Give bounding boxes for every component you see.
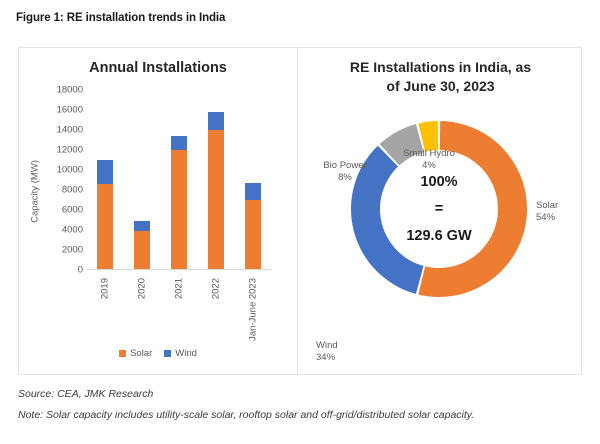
bar-chart-x-label: 2021: [173, 278, 185, 300]
donut-callout-wind: Wind 34%: [316, 340, 338, 364]
figure-caption: Figure 1: RE installation trends in Indi…: [16, 12, 226, 24]
bar-chart-y-tick: 6000: [61, 204, 83, 216]
donut-callout-bio-power: Bio Power 8%: [314, 160, 376, 184]
bar-chart-y-tick: 4000: [61, 224, 83, 236]
donut-callout-solar: Solar 54%: [536, 200, 558, 224]
bar-chart-y-tick: 14000: [56, 124, 83, 136]
bar-segment-wind: [171, 136, 187, 150]
bar-segment-wind: [207, 112, 224, 130]
donut-callout-small-hydro-name: Small Hydro: [403, 148, 455, 159]
footnote: Note: Solar capacity includes utility-sc…: [18, 409, 475, 421]
donut-callout-wind-name: Wind: [316, 340, 338, 351]
re-installations-donut-chart: RE Installations in India, as of June 30…: [298, 48, 583, 376]
bar-chart-x-label: 2022: [210, 278, 222, 300]
bar-segment-solar: [207, 130, 224, 269]
bar-chart-legend-item-wind[interactable]: Wind: [164, 348, 197, 359]
bar-chart-legend-label: Solar: [130, 348, 153, 359]
bar-segment-wind: [244, 182, 261, 200]
donut-slice-wind[interactable]: [351, 145, 424, 294]
bar-chart-y-tick: 0: [77, 264, 83, 276]
donut-slice-solar[interactable]: [418, 121, 527, 297]
donut-callout-bio-power-name: Bio Power: [323, 160, 367, 171]
bar-chart-title: Annual Installations: [89, 60, 227, 76]
donut-chart-svg: [351, 121, 527, 297]
bar-chart-legend: Solar Wind: [19, 348, 297, 359]
bar-chart-x-label: 2020: [136, 278, 148, 300]
bar-segment-wind: [97, 160, 114, 184]
bar-chart-x-label: 2019: [99, 278, 111, 300]
annual-installations-bar-chart: Annual Installations Capacity (MW) 18000…: [19, 48, 297, 376]
bar-chart-y-tick: 18000: [56, 84, 83, 96]
solar-swatch-icon: [119, 350, 127, 357]
bar-chart-legend-item-solar[interactable]: Solar: [119, 348, 152, 359]
bar-chart-y-tick: 8000: [61, 184, 83, 196]
bar-segment-solar: [134, 231, 151, 269]
donut-chart-title-line-2: of June 30, 2023: [386, 77, 495, 94]
bar-chart-plot-area: 18000 16000 14000 12000 10000 8000 6000 4000 200…: [57, 85, 271, 341]
bar-chart-bar-2021[interactable]: [171, 136, 187, 269]
bar-segment-wind: [134, 220, 151, 231]
bar-chart-bar-jan-june-2023[interactable]: [244, 182, 261, 269]
bar-segment-solar: [244, 200, 261, 269]
bar-chart-bar-2022[interactable]: [207, 112, 224, 269]
bar-segment-solar: [171, 150, 187, 269]
bar-chart-x-label: Jan-June 2023: [247, 278, 259, 341]
bar-chart-y-tick: 2000: [61, 244, 83, 256]
panel-divider: [297, 48, 298, 376]
bar-chart-y-tick: 12000: [56, 144, 83, 156]
donut-callout-bio-power-percent: 8%: [338, 171, 352, 183]
bar-chart-axis-line: [87, 269, 271, 270]
figure-frame: Annual Installations Capacity (MW) 18000…: [18, 47, 583, 376]
donut-callout-wind-percent: 34%: [316, 351, 336, 363]
donut-chart-graphic: 100% = 129.6 GW: [346, 116, 532, 302]
donut-callout-small-hydro: Small Hydro 4%: [390, 148, 468, 172]
bar-chart-y-tick: 16000: [56, 104, 83, 116]
donut-slice-small-hydro[interactable]: [418, 121, 439, 152]
wind-swatch-icon: [164, 350, 172, 357]
figure-footer: Source: CEA, JMK Research Note: Solar ca…: [18, 388, 588, 430]
donut-slice-bio-power[interactable]: [379, 124, 424, 166]
donut-chart-title-line-1: RE Installations in India, as: [349, 59, 532, 75]
donut-callout-small-hydro-percent: 4%: [422, 159, 436, 171]
donut-callout-solar-percent: 54%: [536, 211, 556, 223]
donut-callout-solar-name: Solar: [536, 200, 559, 211]
bar-chart-legend-label: Wind: [175, 348, 197, 359]
donut-chart-title: RE Installations in India, as of June 30…: [310, 58, 571, 96]
bar-chart-bar-2019[interactable]: [97, 160, 114, 269]
bar-segment-solar: [97, 184, 114, 269]
bar-chart-y-tick: 10000: [56, 164, 83, 176]
source-note: Source: CEA, JMK Research: [18, 388, 154, 400]
bar-chart-bar-2020[interactable]: [134, 220, 151, 269]
